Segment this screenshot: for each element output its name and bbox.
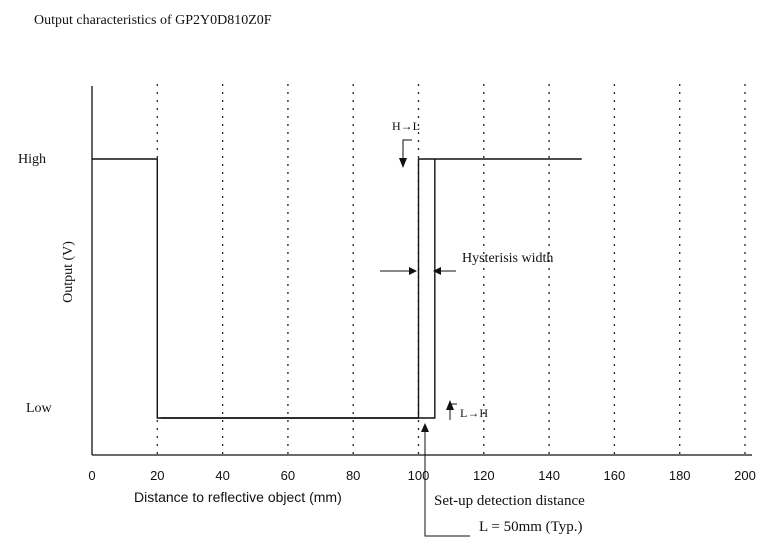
x-tick-label-160: 160 [604,468,626,483]
series-group [92,158,582,419]
y-level-low-label: Low [26,401,53,416]
h-to-l-arrowhead [399,158,407,168]
x-tick-label-140: 140 [538,468,560,483]
hysteresis-label: Hysterisis width [462,251,553,266]
x-tick-label-60: 60 [281,468,295,483]
setup-pointer-line [424,428,470,537]
series-line-2 [160,159,436,419]
x-tick-label-120: 120 [473,468,495,483]
chart-title: Output characteristics of GP2Y0D810Z0F [34,13,272,28]
hysteresis-right-arrowhead [433,267,441,275]
h-to-l-label: H→L [392,119,420,133]
grid-lines [156,84,746,455]
setup-pointer-arrowhead [421,423,429,432]
x-tick-label-0: 0 [88,468,95,483]
x-axis-label: Distance to reflective object (mm) [134,489,342,505]
l-to-h-label: L→H [460,406,488,420]
x-tick-label-20: 20 [150,468,164,483]
h-to-l-arrow [402,139,412,162]
series-line-1 [92,158,582,419]
x-tick-label-200: 200 [734,468,756,483]
x-tick-labels: 0 20 40 60 80 100 120 140 160 180 200 [88,468,755,483]
x-tick-label-40: 40 [215,468,229,483]
y-level-high-label: High [18,152,46,167]
l-to-h-arrowhead [446,400,454,410]
x-tick-label-180: 180 [669,468,691,483]
setup-label-line2: L = 50mm (Typ.) [479,519,583,535]
x-tick-label-100: 100 [408,468,430,483]
y-axis-label: Output (V) [61,241,76,303]
x-tick-label-80: 80 [346,468,360,483]
setup-label-line1: Set-up detection distance [434,493,585,509]
hysteresis-left-arrowhead [409,267,417,275]
